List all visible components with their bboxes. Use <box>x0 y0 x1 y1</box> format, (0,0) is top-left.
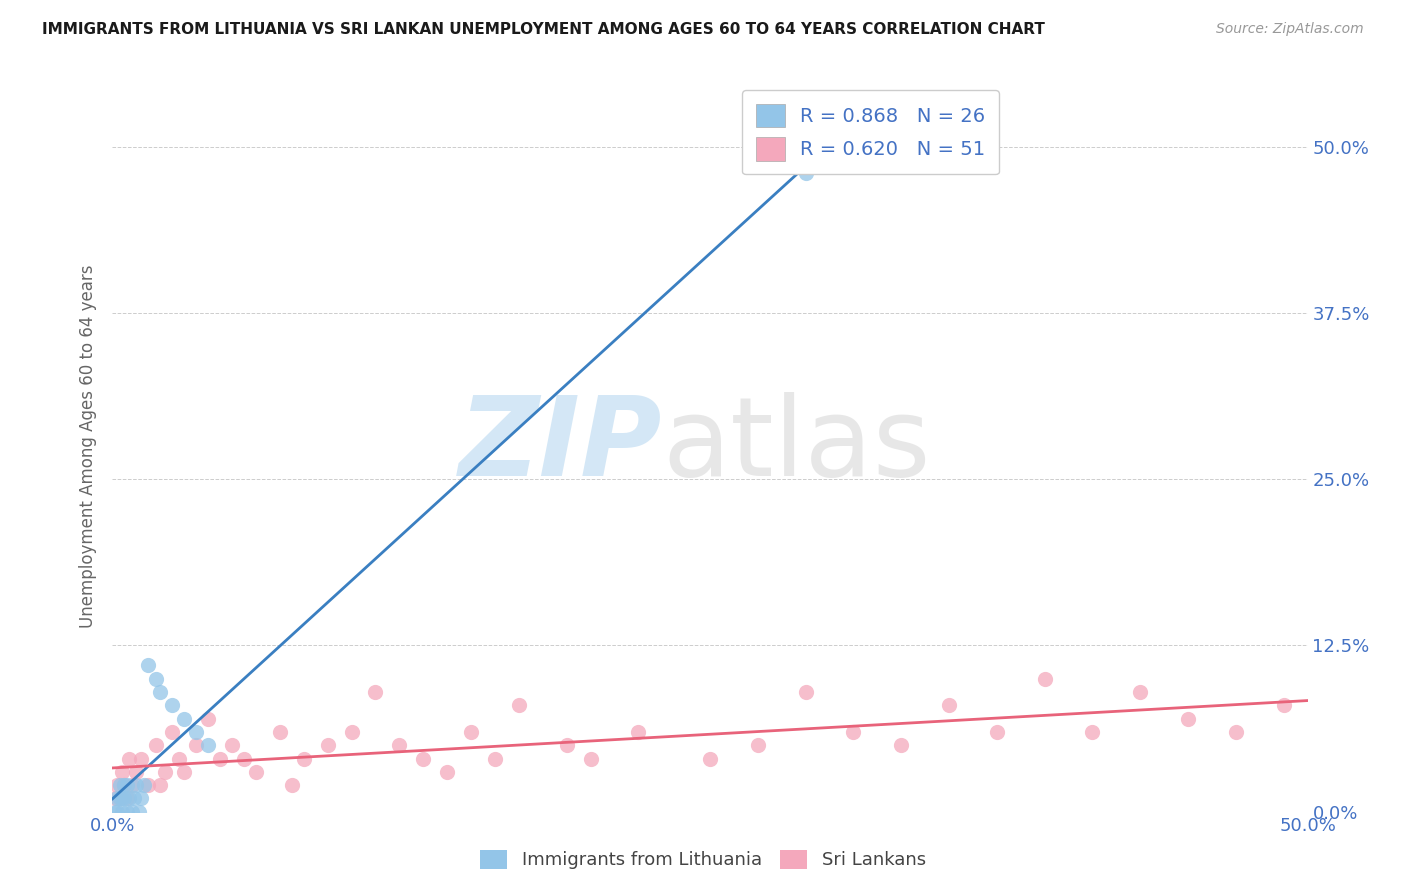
Point <box>145 738 167 752</box>
Point <box>627 725 650 739</box>
Point <box>233 751 256 765</box>
Point <box>292 751 315 765</box>
Point <box>105 778 128 792</box>
Text: atlas: atlas <box>662 392 931 500</box>
Point <box>197 712 219 726</box>
Point <box>104 791 127 805</box>
Point <box>579 751 602 765</box>
Point <box>173 764 195 779</box>
Point <box>114 791 135 805</box>
Point <box>162 725 183 739</box>
Point <box>1272 698 1295 713</box>
Point <box>412 751 434 765</box>
Y-axis label: Unemployment Among Ages 60 to 64 years: Unemployment Among Ages 60 to 64 years <box>79 264 97 628</box>
Point <box>149 685 172 699</box>
Point <box>128 805 150 819</box>
Point <box>118 791 141 805</box>
Point <box>108 791 131 805</box>
Point <box>281 778 304 792</box>
Point <box>1177 712 1199 726</box>
Point <box>221 738 243 752</box>
Point <box>508 698 530 713</box>
Point <box>118 751 141 765</box>
Point <box>484 751 506 765</box>
Point <box>699 751 721 765</box>
Point <box>129 791 152 805</box>
Point <box>1033 672 1056 686</box>
Point <box>436 764 458 779</box>
Point <box>132 778 155 792</box>
Point <box>149 778 172 792</box>
Legend: R = 0.868   N = 26, R = 0.620   N = 51: R = 0.868 N = 26, R = 0.620 N = 51 <box>742 90 1000 175</box>
Point <box>125 764 148 779</box>
Point <box>121 805 143 819</box>
Point <box>209 751 232 765</box>
Point <box>114 778 135 792</box>
Point <box>125 778 148 792</box>
Point <box>460 725 482 739</box>
Point <box>138 658 160 673</box>
Point <box>111 805 134 819</box>
Point <box>842 725 865 739</box>
Point <box>115 805 138 819</box>
Point <box>1081 725 1104 739</box>
Legend: Immigrants from Lithuania, Sri Lankans: Immigrants from Lithuania, Sri Lankans <box>471 841 935 879</box>
Point <box>245 764 267 779</box>
Point <box>316 738 339 752</box>
Point <box>114 778 135 792</box>
Point <box>138 778 160 792</box>
Point <box>162 698 183 713</box>
Point <box>794 685 817 699</box>
Point <box>173 712 195 726</box>
Point <box>186 725 208 739</box>
Point <box>388 738 411 752</box>
Point <box>153 764 176 779</box>
Point <box>111 791 134 805</box>
Text: ZIP: ZIP <box>458 392 662 500</box>
Point <box>938 698 960 713</box>
Point <box>1225 725 1247 739</box>
Point <box>104 805 127 819</box>
Point <box>111 764 134 779</box>
Point <box>197 738 219 752</box>
Text: IMMIGRANTS FROM LITHUANIA VS SRI LANKAN UNEMPLOYMENT AMONG AGES 60 TO 64 YEARS C: IMMIGRANTS FROM LITHUANIA VS SRI LANKAN … <box>42 22 1045 37</box>
Point <box>145 672 167 686</box>
Point <box>108 778 131 792</box>
Point <box>364 685 387 699</box>
Point <box>986 725 1008 739</box>
Point <box>890 738 912 752</box>
Point <box>108 791 131 805</box>
Point <box>129 751 152 765</box>
Point <box>555 738 578 752</box>
Point <box>169 751 191 765</box>
Text: Source: ZipAtlas.com: Source: ZipAtlas.com <box>1216 22 1364 37</box>
Point <box>1129 685 1152 699</box>
Point <box>105 791 128 805</box>
Point <box>115 791 138 805</box>
Point <box>269 725 291 739</box>
Point <box>186 738 208 752</box>
Point <box>122 791 145 805</box>
Point <box>105 805 128 819</box>
Point <box>794 166 817 180</box>
Point <box>115 778 138 792</box>
Point <box>747 738 769 752</box>
Point <box>121 778 143 792</box>
Point <box>340 725 363 739</box>
